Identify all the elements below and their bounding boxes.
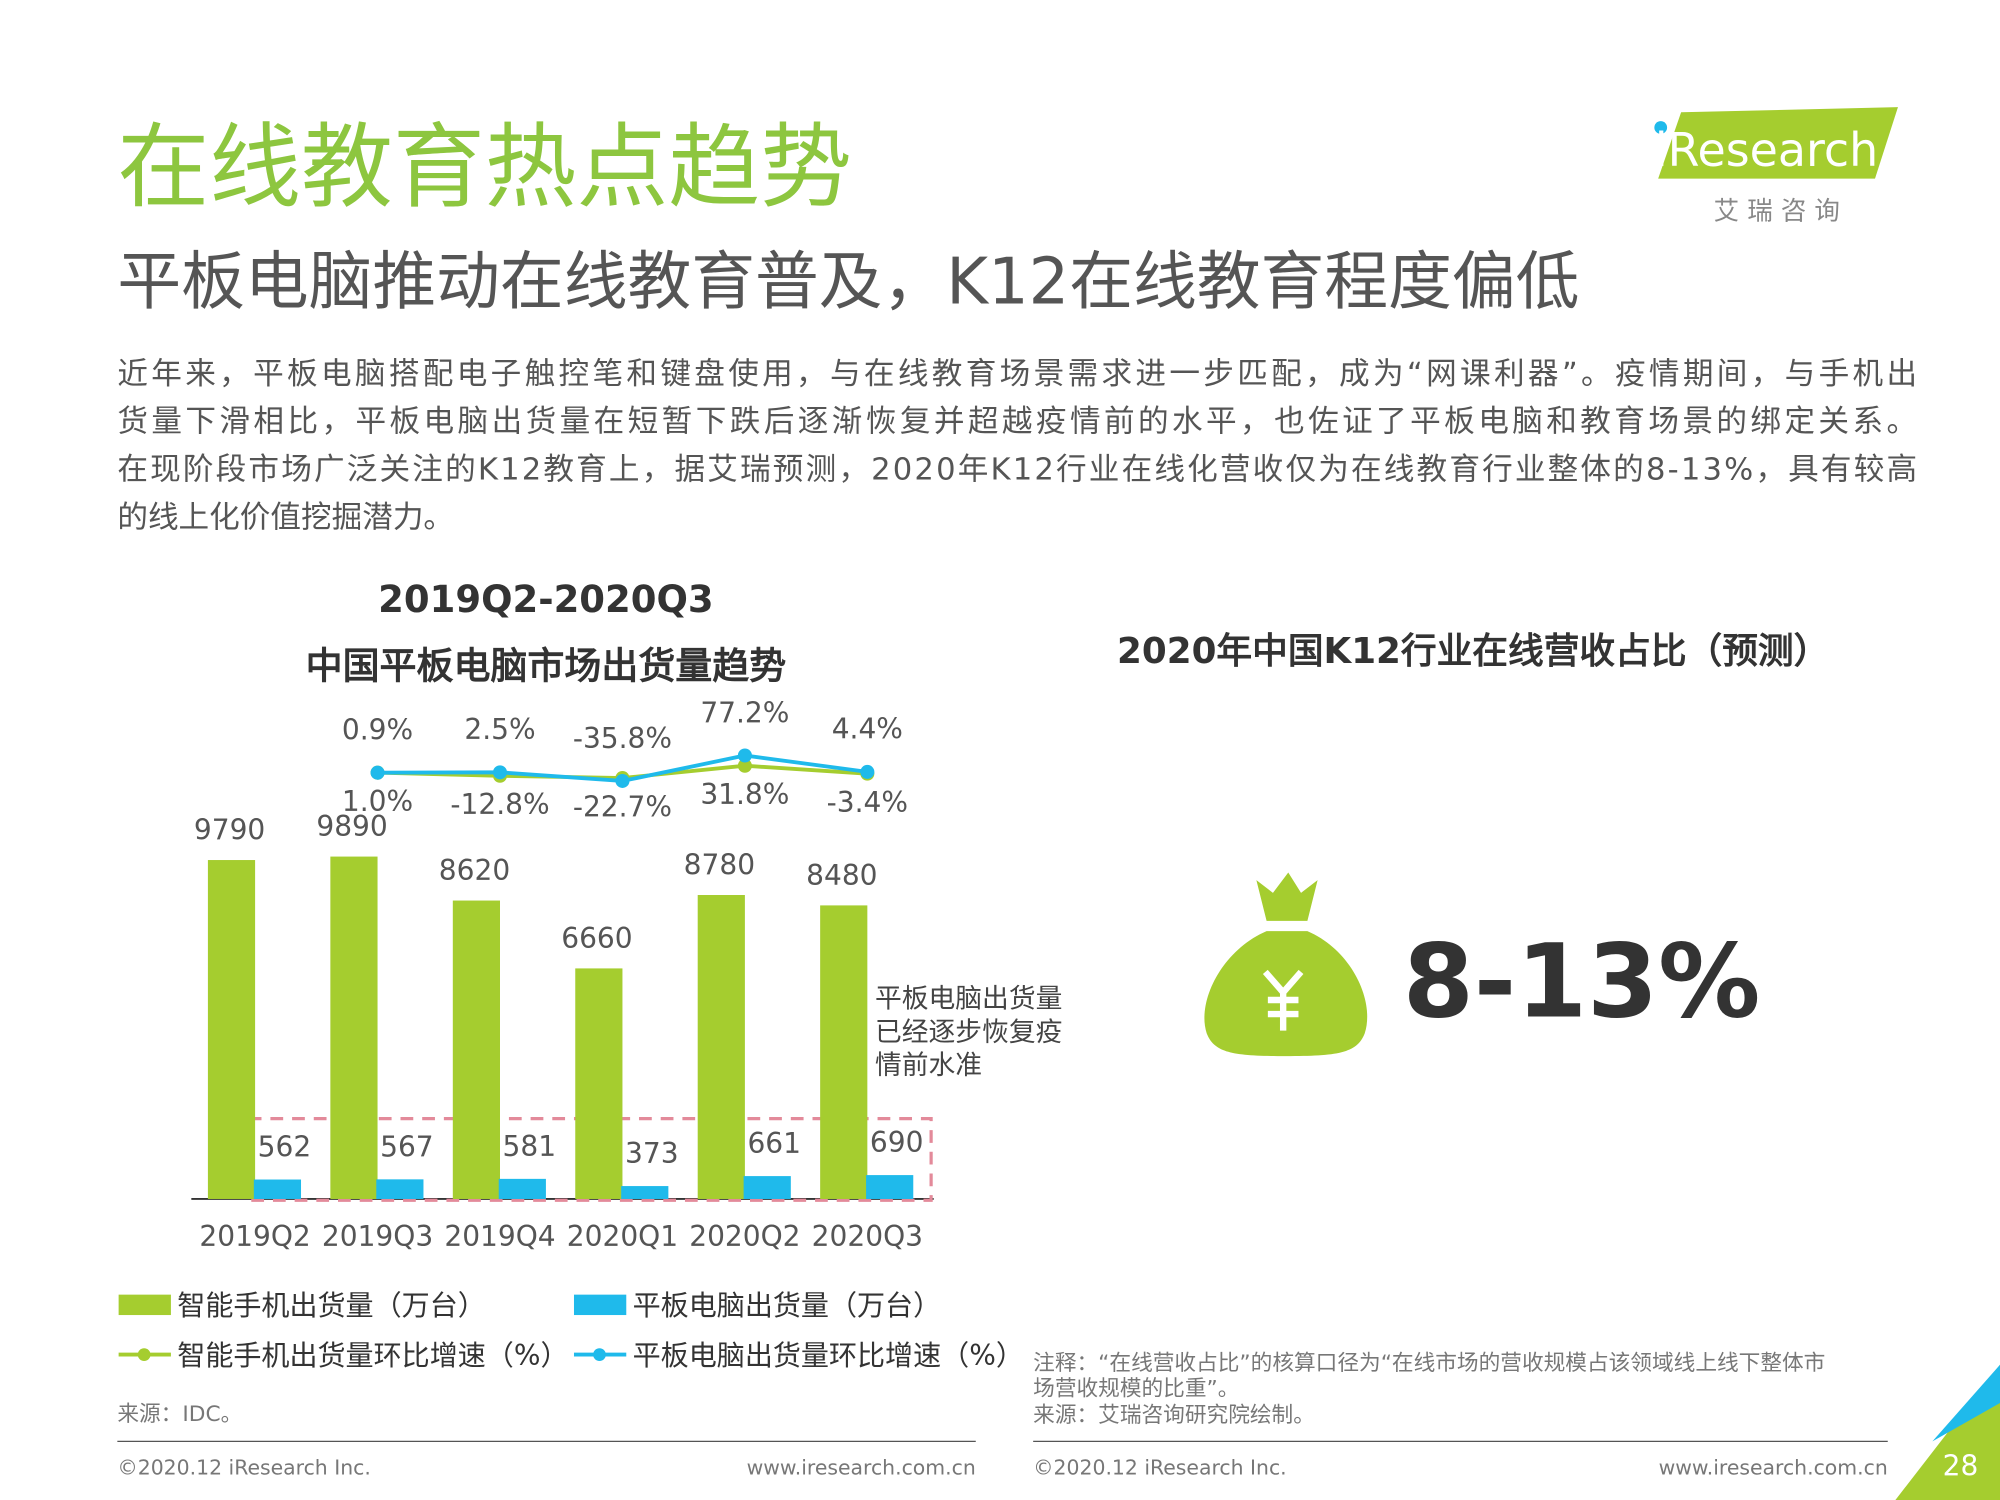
x-tick-label: 2019Q2 <box>199 1220 310 1253</box>
x-tick-label: 2020Q1 <box>567 1220 678 1253</box>
corner-decoration <box>1932 1364 2000 1442</box>
money-bag-icon <box>1204 872 1368 1057</box>
data-label: 661 <box>747 1127 801 1160</box>
data-label: 31.8% <box>700 778 789 811</box>
page-title: 在线教育热点趋势 <box>117 114 852 221</box>
x-tick-label: 2019Q4 <box>444 1220 555 1253</box>
paragraph-line: 货量下滑相比，平板电脑出货量在短暂下跌后逐渐恢复并超越疫情前的水平，也佐证了平板… <box>117 405 1917 440</box>
note: 注释：“在线营收占比”的核算口径为“在线市场的营收规模占该领域线上线下整体市 <box>1033 1351 1825 1376</box>
paragraph-line: 近年来，平板电脑搭配电子触控笔和键盘使用，与在线教育场景需求进一步匹配，成为“网… <box>117 357 1917 392</box>
bar <box>866 1175 914 1199</box>
data-label: 1.0% <box>342 785 413 818</box>
line-point <box>370 765 385 780</box>
bar <box>376 1179 424 1199</box>
bar <box>207 860 256 1199</box>
data-label: 567 <box>380 1130 434 1163</box>
legend-label: 平板电脑出货量（万台） <box>633 1289 942 1322</box>
data-label: 9890 <box>316 810 387 843</box>
legend-label: 智能手机出货量环比增速（%） <box>177 1339 568 1372</box>
x-tick-label: 2020Q2 <box>689 1220 800 1253</box>
bar <box>253 1179 302 1199</box>
line-point <box>615 773 630 788</box>
footer-url: www.iresearch.com.cn <box>1659 1455 1888 1479</box>
annotation: 情前水准 <box>875 1050 982 1081</box>
data-label: -3.4% <box>827 786 908 819</box>
paragraph-line: 的线上化价值挖掘潜力。 <box>117 500 454 535</box>
data-label: 9790 <box>194 814 265 847</box>
logo-badge <box>1658 107 1898 179</box>
stat-title: 2020年中国K12行业在线营收占比（预测） <box>1117 631 1829 672</box>
legend-swatch <box>593 1348 606 1361</box>
legend-swatch <box>573 1294 627 1316</box>
data-label: 77.2% <box>700 696 789 729</box>
legend-swatch <box>137 1348 151 1361</box>
bar <box>498 1178 546 1199</box>
data-label: 4.4% <box>832 713 903 746</box>
bar <box>575 968 623 1199</box>
data-label: 8620 <box>439 854 510 887</box>
data-label: -35.8% <box>573 722 672 755</box>
bar <box>330 856 378 1199</box>
chart-title: 中国平板电脑市场出货量趋势 <box>306 645 787 688</box>
logo-dot <box>1654 121 1668 134</box>
x-tick-label: 2019Q3 <box>322 1220 433 1253</box>
logo-text: iResearch <box>1655 123 1878 177</box>
data-label: -12.8% <box>450 788 549 821</box>
logo-subtext: 艾 瑞 咨 询 <box>1714 196 1840 226</box>
data-label: 690 <box>870 1126 924 1159</box>
line-point <box>860 764 875 779</box>
footer-url: www.iresearch.com.cn <box>747 1455 976 1479</box>
data-label: 562 <box>258 1131 312 1164</box>
page-subtitle: 平板电脑推动在线教育普及，K12在线教育程度偏低 <box>117 246 1579 320</box>
bar <box>621 1186 669 1199</box>
footer-copyright: ©2020.12 iResearch Inc. <box>117 1455 370 1479</box>
footer-copyright: ©2020.12 iResearch Inc. <box>1033 1455 1286 1479</box>
stat-value: 8-13% <box>1403 923 1761 1042</box>
line-point <box>737 758 752 773</box>
bar <box>743 1176 791 1199</box>
annotation: 平板电脑出货量 <box>875 984 1062 1015</box>
legend-swatch <box>118 1294 171 1316</box>
bar <box>697 895 745 1199</box>
x-tick-label: 2020Q3 <box>812 1220 923 1253</box>
chart-title: 2019Q2-2020Q3 <box>378 578 713 621</box>
data-label: 581 <box>503 1130 557 1163</box>
source: 来源：艾瑞咨询研究院绘制。 <box>1033 1403 1315 1428</box>
bar <box>452 900 500 1199</box>
data-label: 373 <box>625 1137 679 1170</box>
legend-label: 智能手机出货量（万台） <box>177 1289 486 1322</box>
paragraph-line: 在现阶段市场广泛关注的K12教育上，据艾瑞预测，2020年K12行业在线化营收仅… <box>117 453 1917 488</box>
data-label: -22.7% <box>573 790 672 823</box>
data-label: 2.5% <box>464 713 535 746</box>
annotation: 已经逐步恢复疫 <box>875 1017 1062 1048</box>
line-point <box>492 765 508 780</box>
bar <box>820 905 868 1199</box>
line-point <box>737 748 752 763</box>
data-label: 8780 <box>684 849 755 882</box>
source: 来源：IDC。 <box>117 1402 242 1427</box>
legend-label: 平板电脑出货量环比增速（%） <box>633 1339 1024 1372</box>
page-number: 28 <box>1943 1450 1979 1483</box>
data-label: 6660 <box>561 922 632 955</box>
data-label: 8480 <box>806 859 877 892</box>
note: 场营收规模的比重”。 <box>1033 1376 1239 1401</box>
data-label: 0.9% <box>342 714 413 747</box>
